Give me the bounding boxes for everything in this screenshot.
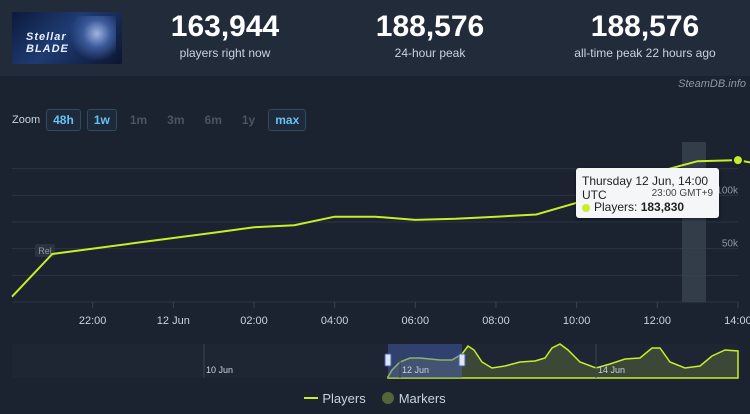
navigator-area bbox=[387, 343, 739, 379]
tooltip-value-row: Players: 183,830 bbox=[582, 200, 684, 214]
stat-alltime-peak: 188,576 all-time peak 22 hours ago bbox=[555, 10, 735, 60]
chart-legend: Players Markers bbox=[0, 388, 750, 408]
x-tick-label: 08:00 bbox=[482, 315, 510, 327]
navigator-right-handle[interactable] bbox=[458, 353, 466, 367]
tooltip-value: 183,830 bbox=[640, 200, 685, 214]
zoom-1m-button[interactable]: 1m bbox=[129, 113, 148, 127]
range-navigator[interactable]: 10 Jun 12 Jun 14 Jun bbox=[0, 340, 750, 380]
x-tick-label: 04:00 bbox=[321, 315, 349, 327]
navigator-label-10-jun: 10 Jun bbox=[206, 365, 233, 375]
release-flag[interactable]: Rel bbox=[35, 244, 55, 257]
zoom-3m-button[interactable]: 3m bbox=[167, 113, 185, 127]
game-logo-wordmark: Stellar BLADE bbox=[26, 31, 69, 55]
stat-24h-peak-label: 24-hour peak bbox=[394, 46, 466, 60]
steamdb-credit[interactable]: SteamDB.info bbox=[678, 78, 746, 90]
tooltip-series-label: Players: bbox=[594, 200, 641, 214]
tooltip-date: Thursday 12 Jun, 14:00 UTC bbox=[582, 174, 709, 202]
stats-bar: Stellar BLADE 163,944 players right now 1… bbox=[0, 0, 750, 76]
tooltip-series-dot bbox=[582, 203, 590, 212]
zoom-1y-button[interactable]: 1y bbox=[241, 113, 256, 127]
hover-data-point[interactable] bbox=[731, 154, 744, 167]
navigator-label-14-jun: 14 Jun bbox=[598, 365, 625, 375]
legend-markers-swatch bbox=[381, 392, 394, 404]
tooltip-local-time: 23:00 GMT+9 bbox=[651, 188, 713, 199]
stat-alltime-peak-value: 188,576 bbox=[590, 10, 700, 43]
zoom-6m-button[interactable]: 6m bbox=[204, 113, 222, 127]
zoom-48h-button[interactable]: 48h bbox=[46, 109, 81, 131]
legend-item-players[interactable]: Players bbox=[304, 390, 366, 406]
game-logo[interactable]: Stellar BLADE bbox=[12, 12, 122, 64]
zoom-1w-button[interactable]: 1w bbox=[86, 109, 117, 131]
navigator-label-12-jun: 12 Jun bbox=[402, 365, 429, 375]
y-tick-label: 50k bbox=[722, 239, 739, 250]
game-art-icon bbox=[68, 16, 116, 60]
legend-players-swatch bbox=[304, 397, 319, 399]
x-tick-label: 06:00 bbox=[402, 315, 430, 327]
legend-item-markers[interactable]: Markers bbox=[381, 390, 446, 406]
stat-24h-peak: 188,576 24-hour peak bbox=[355, 10, 505, 60]
release-flag-box bbox=[35, 244, 55, 257]
zoom-max-button[interactable]: max bbox=[268, 109, 307, 131]
x-tick-label: 10:00 bbox=[563, 315, 591, 327]
hover-highlight-band bbox=[682, 142, 706, 302]
x-tick-label: 14:00 bbox=[724, 315, 750, 327]
player-count-chart[interactable]: Rel 50k 100k 22:00 12 Jun 02:00 04:00 06:00 08… bbox=[0, 130, 750, 330]
legend-players-label: Players bbox=[322, 390, 366, 406]
x-tick-label: 02:00 bbox=[240, 315, 268, 327]
x-axis-ticks: 22:00 12 Jun 02:00 04:00 06:00 08:00 10:00 12:0… bbox=[79, 302, 750, 327]
stat-players-now-value: 163,944 bbox=[170, 10, 280, 43]
stat-24h-peak-value: 188,576 bbox=[375, 10, 485, 43]
x-tick-label: 22:00 bbox=[79, 315, 107, 327]
y-tick-label: 100k bbox=[716, 185, 739, 196]
stat-alltime-peak-label: all-time peak 22 hours ago bbox=[574, 46, 716, 60]
zoom-label: Zoom bbox=[12, 114, 41, 126]
x-tick-label: 12:00 bbox=[644, 315, 672, 327]
data-tooltip: Thursday 12 Jun, 14:00 UTC 23:00 GMT+9 P… bbox=[576, 168, 719, 218]
navigator-left-handle[interactable] bbox=[384, 353, 392, 367]
legend-markers-label: Markers bbox=[398, 390, 446, 406]
x-tick-label: 12 Jun bbox=[157, 315, 190, 327]
release-flag-label: Rel bbox=[38, 246, 52, 256]
stat-players-now-label: players right now bbox=[179, 46, 271, 60]
y-axis-ticks: 50k 100k bbox=[716, 185, 739, 249]
zoom-controls: Zoom 48h 1w 1m 3m 6m 1y max bbox=[12, 108, 312, 132]
stat-players-now: 163,944 players right now bbox=[150, 10, 300, 60]
